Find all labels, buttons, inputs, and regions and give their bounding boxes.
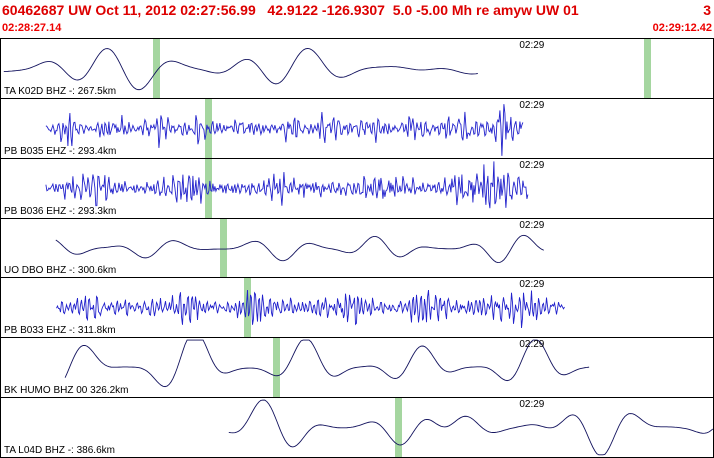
trace-panel[interactable]: 02:29 PB B033 EHZ -: 311.8km <box>0 277 714 339</box>
trace-panel[interactable]: 02:29 PB B035 EHZ -: 293.4km <box>0 97 714 159</box>
event-summary-text: 60462687 UW Oct 11, 2012 02:27:56.99 42.… <box>2 2 579 18</box>
time-window-row: 02:28:27.14 02:29:12.42 <box>2 22 712 35</box>
minute-mark-label: 02:29 <box>519 99 545 111</box>
event-header: 60462687 UW Oct 11, 2012 02:27:56.99 42.… <box>2 1 711 19</box>
seismogram-trace <box>45 103 524 156</box>
window-start-time: 02:28:27.14 <box>2 22 62 34</box>
seismogram-trace <box>64 339 590 388</box>
station-label: TA L04D BHZ -: 386.6km <box>3 445 116 458</box>
waveform-area[interactable] <box>1 39 713 98</box>
seismogram-trace <box>228 399 713 456</box>
trace-panel[interactable]: 02:29 PB B036 EHZ -: 293.3km <box>0 157 714 219</box>
seismogram-trace <box>3 47 478 91</box>
minute-mark-label: 02:29 <box>519 399 545 411</box>
waveform-area[interactable] <box>1 158 713 218</box>
station-label: PB B033 EHZ -: 311.8km <box>3 325 117 338</box>
pick-marker[interactable] <box>272 338 280 398</box>
waveform-area[interactable] <box>1 278 713 338</box>
trace-panel[interactable]: 02:29 BK HUMO BHZ 00 326.2km <box>0 337 714 399</box>
pick-marker[interactable] <box>220 218 228 278</box>
minute-mark-label: 02:29 <box>519 279 545 291</box>
seismogram-trace <box>55 234 544 263</box>
minute-mark-label: 02:29 <box>519 40 545 51</box>
minute-mark-label: 02:29 <box>519 339 545 351</box>
window-end-time: 02:29:12.42 <box>652 22 712 34</box>
event-flag-count: 3 <box>703 2 711 18</box>
trace-panel[interactable]: 02:29 TA K02D BHZ -: 267.5km <box>0 38 714 99</box>
waveform-area[interactable] <box>1 98 713 158</box>
station-label: TA K02D BHZ -: 267.5km <box>3 85 118 98</box>
station-label: PB B036 EHZ -: 293.3km <box>3 205 118 218</box>
seismogram-trace <box>45 161 529 209</box>
station-label: BK HUMO BHZ 00 326.2km <box>3 385 130 398</box>
minute-mark-label: 02:29 <box>519 159 545 171</box>
waveform-area[interactable] <box>1 398 713 458</box>
pick-marker[interactable] <box>643 39 651 98</box>
minute-mark-label: 02:29 <box>519 219 545 231</box>
trace-panel-stack: 02:29 TA K02D BHZ -: 267.5km 02:29 PB B0… <box>0 38 714 458</box>
trace-panel[interactable]: 02:29 UO DBO BHZ -: 300.6km <box>0 217 714 279</box>
pick-marker[interactable] <box>153 39 161 98</box>
waveform-area[interactable] <box>1 218 713 278</box>
waveform-area[interactable] <box>1 338 713 398</box>
station-label: PB B035 EHZ -: 293.4km <box>3 145 118 158</box>
seismogram-trace <box>56 290 565 329</box>
pick-marker[interactable] <box>395 398 403 458</box>
station-label: UO DBO BHZ -: 300.6km <box>3 265 118 278</box>
trace-panel[interactable]: 02:29 TA L04D BHZ -: 386.6km <box>0 397 714 458</box>
